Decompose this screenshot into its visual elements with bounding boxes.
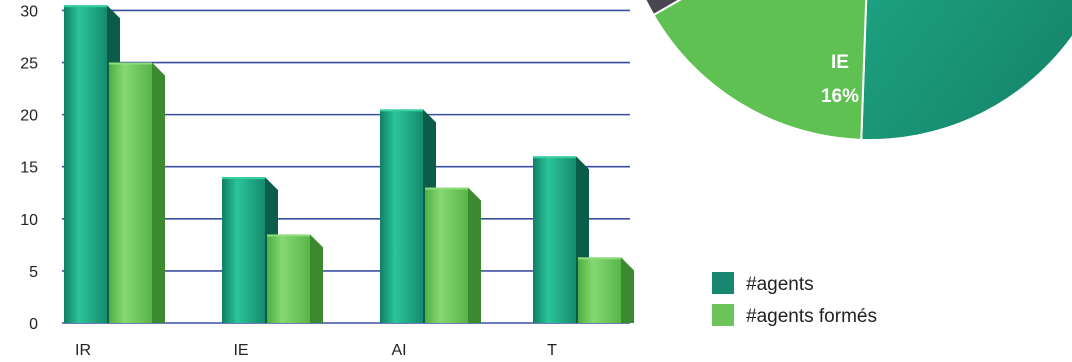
bar-t-series-2: [578, 257, 634, 323]
x-tick-label-ai: AI: [391, 342, 406, 359]
bar-ie-series-2: [267, 234, 323, 323]
y-axis-ticks: 0 5 10 15 20 25 30: [20, 3, 38, 333]
pie-slice-label: IE: [831, 52, 849, 73]
y-tick-label-15: 15: [20, 160, 38, 177]
y-tick-label-20: 20: [20, 108, 38, 125]
x-tick-label-ir: IR: [75, 342, 91, 359]
pie-chart: IE 16%: [644, 0, 1072, 141]
bars: [64, 5, 634, 324]
x-axis-labels: IR IE AI T: [75, 342, 557, 359]
bar-ir-series-2: [109, 62, 165, 324]
y-tick-label-25: 25: [20, 56, 38, 73]
legend-label-1: #agents: [746, 274, 814, 295]
pie-slice-percent: 16%: [821, 86, 859, 107]
pie-slice-1: [860, 0, 1072, 141]
pie-slice-3: [644, 0, 682, 17]
legend-swatch-1: [712, 272, 734, 294]
x-tick-label-t: T: [547, 342, 557, 359]
y-tick-label-5: 5: [29, 264, 38, 281]
legend-label-2: #agents formés: [746, 306, 877, 327]
y-tick-label-10: 10: [20, 212, 38, 229]
legend: #agents #agents formés: [712, 272, 877, 327]
y-tick-label-0: 0: [29, 316, 38, 333]
x-tick-label-ie: IE: [233, 342, 248, 359]
legend-swatch-2: [712, 304, 734, 326]
bar-ai-series-2: [425, 187, 481, 323]
y-tick-label-30: 30: [20, 3, 38, 20]
pie-slice-2: [652, 0, 868, 141]
